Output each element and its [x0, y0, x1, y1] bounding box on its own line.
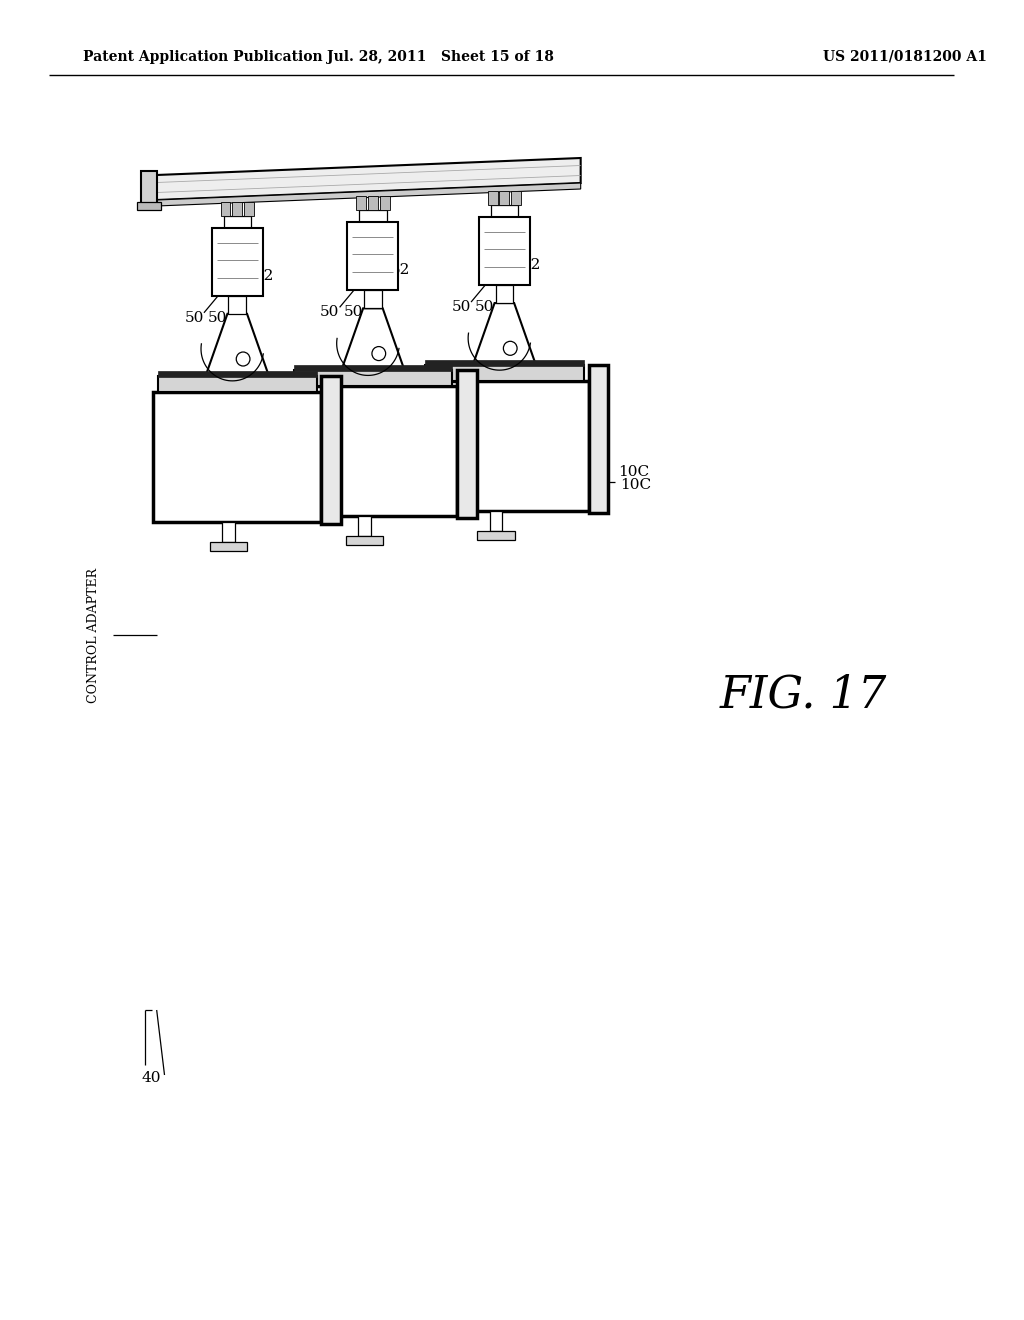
Bar	[222, 521, 236, 541]
Bar	[158, 376, 316, 392]
Text: 50: 50	[208, 310, 227, 325]
Bar	[425, 360, 584, 366]
Bar	[212, 228, 263, 296]
Text: US 2011/0181200 A1: US 2011/0181200 A1	[822, 50, 986, 63]
Circle shape	[237, 352, 250, 366]
Bar	[223, 215, 251, 228]
Bar	[356, 197, 366, 210]
Bar	[228, 296, 246, 314]
Polygon shape	[157, 158, 581, 201]
Bar	[457, 371, 477, 519]
Bar	[420, 381, 589, 511]
Text: 52: 52	[255, 269, 274, 282]
Bar	[141, 172, 157, 205]
Text: 64: 64	[484, 469, 504, 483]
Bar	[479, 216, 529, 285]
Bar	[322, 376, 341, 524]
Text: 50: 50	[184, 310, 204, 325]
Bar	[365, 290, 382, 309]
Text: CONTROL ADAPTER: CONTROL ADAPTER	[86, 568, 99, 702]
Bar	[210, 541, 248, 550]
Bar	[359, 210, 387, 222]
Circle shape	[504, 342, 517, 355]
Text: 10B: 10B	[488, 483, 519, 498]
Text: Jul. 28, 2011   Sheet 15 of 18: Jul. 28, 2011 Sheet 15 of 18	[328, 50, 554, 63]
Text: 62: 62	[353, 474, 373, 488]
Circle shape	[372, 347, 386, 360]
Polygon shape	[157, 183, 581, 206]
Text: 64: 64	[484, 459, 504, 473]
Bar	[137, 202, 161, 210]
Text: 10C: 10C	[620, 478, 651, 492]
Polygon shape	[336, 309, 411, 387]
Bar	[487, 191, 498, 205]
Text: FIG. 17: FIG. 17	[719, 673, 887, 717]
Text: 52: 52	[489, 259, 509, 272]
Polygon shape	[467, 304, 542, 381]
Text: 40: 40	[141, 1071, 161, 1085]
Bar	[153, 392, 322, 521]
Bar	[500, 191, 509, 205]
Text: 60: 60	[218, 479, 238, 494]
Bar	[511, 191, 521, 205]
Text: Patent Application Publication: Patent Application Publication	[83, 50, 323, 63]
Text: 52: 52	[522, 259, 542, 272]
Text: 50: 50	[344, 305, 364, 319]
Bar	[347, 222, 398, 290]
Bar	[380, 197, 389, 210]
Bar	[358, 516, 371, 536]
Text: 62: 62	[353, 465, 373, 478]
Polygon shape	[200, 314, 274, 392]
Bar	[158, 371, 316, 376]
Text: 10B: 10B	[486, 470, 517, 484]
Text: 10A: 10A	[353, 488, 383, 503]
Bar	[496, 285, 513, 304]
Bar	[289, 387, 457, 516]
Bar	[589, 366, 608, 513]
Bar	[346, 536, 383, 545]
Bar	[477, 531, 514, 540]
Bar	[294, 371, 453, 387]
Text: 50: 50	[321, 305, 340, 319]
Text: 10A: 10A	[351, 475, 381, 490]
Text: 52: 52	[358, 263, 378, 277]
Bar	[489, 511, 503, 531]
Text: 60: 60	[218, 470, 238, 483]
Bar	[244, 202, 254, 215]
Bar	[220, 202, 230, 215]
Bar	[425, 366, 584, 381]
Text: 52: 52	[390, 263, 410, 277]
Bar	[368, 197, 378, 210]
Text: 50: 50	[475, 300, 495, 314]
Bar	[232, 202, 242, 215]
Text: 52: 52	[222, 269, 242, 282]
Bar	[490, 205, 518, 216]
Bar	[294, 366, 453, 371]
Text: 50: 50	[452, 300, 471, 314]
Text: 10C: 10C	[617, 465, 649, 479]
